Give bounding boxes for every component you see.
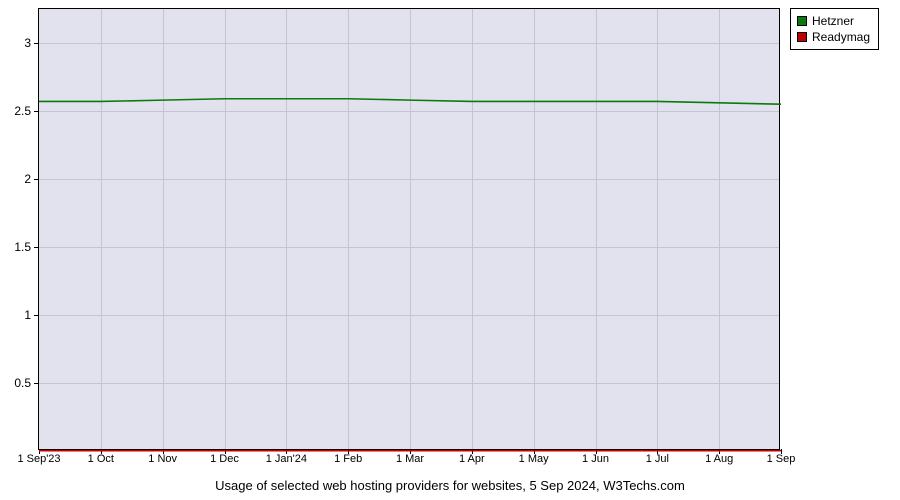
legend: HetznerReadymag <box>790 8 879 50</box>
x-tick-label: 1 Aug <box>705 453 733 465</box>
legend-item: Hetzner <box>797 13 870 29</box>
x-tick-label: 1 Sep'23 <box>17 453 60 465</box>
y-tick-label: 0.5 <box>14 376 31 390</box>
plot-area: 0.511.522.531 Sep'231 Oct1 Nov1 Dec1 Jan… <box>38 8 780 450</box>
x-tick-label: 1 Jun <box>582 453 609 465</box>
y-tick-label: 1.5 <box>14 240 31 254</box>
legend-label: Hetzner <box>812 13 854 29</box>
chart-caption: Usage of selected web hosting providers … <box>0 478 900 493</box>
chart-container: 0.5 1 1.5 2 2.5 3 1 Sep'23 1 Oct 1 Nov 1 Dec 1 Jan… <box>0 0 900 500</box>
y-tick-label: 2.5 <box>14 104 31 118</box>
x-tick-label: 1 Nov <box>148 453 177 465</box>
y-tick-label: 1 <box>24 308 31 322</box>
legend-item: Readymag <box>797 29 870 45</box>
legend-label: Readymag <box>812 29 870 45</box>
series-layer <box>39 9 781 451</box>
y-tick-label: 2 <box>24 172 31 186</box>
x-tick-label: 1 Mar <box>396 453 424 465</box>
x-tick-label: 1 Jul <box>646 453 669 465</box>
x-tick-label: 1 Oct <box>88 453 114 465</box>
x-tick-label: 1 May <box>519 453 549 465</box>
legend-swatch <box>797 32 807 42</box>
series-line <box>39 99 781 104</box>
x-tick-label: 1 Sep <box>767 453 796 465</box>
x-tick-label: 1 Jan'24 <box>266 453 307 465</box>
x-tick-label: 1 Apr <box>459 453 485 465</box>
x-tick-label: 1 Feb <box>334 453 362 465</box>
legend-swatch <box>797 16 807 26</box>
x-tick-label: 1 Dec <box>210 453 239 465</box>
y-tick-label: 3 <box>24 36 31 50</box>
